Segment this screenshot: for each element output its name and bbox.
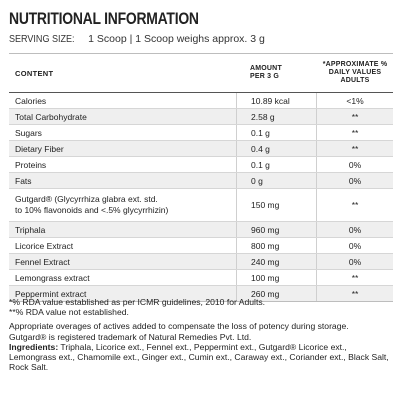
overages-note: Appropriate overages of actives added to…: [9, 321, 349, 332]
header-content: CONTENT: [15, 68, 54, 78]
row-name: Peppermint extract: [15, 288, 87, 299]
table-row-dietary-fiber: Dietary Fiber 0.4 g **: [9, 141, 393, 157]
row-rda: **: [351, 288, 359, 299]
row-rda: **: [351, 127, 359, 138]
row-rda: **: [351, 272, 359, 283]
serving-size-value: 1 Scoop | 1 Scoop weighs approx. 3 g: [88, 33, 265, 45]
row-name-line1: Gutgard® (Glycyrrhiza glabra ext. std.: [15, 194, 158, 204]
row-rda: 0%: [348, 256, 362, 267]
header-rda-line2: DAILY VALUES: [328, 69, 382, 76]
page-title: NUTRITIONAL INFORMATION: [9, 9, 199, 28]
row-rda: 0%: [348, 159, 362, 170]
row-name: Lemongrass extract: [15, 272, 90, 283]
row-name: Licorice Extract: [15, 240, 74, 251]
table-row-lemongrass-extract: Lemongrass extract 100 mg **: [9, 270, 393, 286]
ingredients-text: Triphala, Licorice ext., Fennel ext., Pe…: [9, 341, 389, 373]
row-amount: 150 mg: [236, 189, 317, 221]
row-amount: 100 mg: [236, 270, 317, 285]
table-row-proteins: Proteins 0.1 g 0%: [9, 157, 393, 173]
row-amount: 0.1 g: [236, 157, 317, 172]
row-rda: <1%: [346, 95, 364, 106]
row-amount: 800 mg: [236, 238, 317, 253]
table-row-total-carbohydrate: Total Carbohydrate 2.58 g **: [9, 109, 393, 125]
row-amount: 0 g: [236, 173, 317, 188]
row-rda: 0%: [348, 224, 362, 235]
rda-not-established-footnote: **% RDA value not established.: [9, 307, 129, 318]
row-amount: 10.89 kcal: [236, 93, 317, 108]
ingredients-label: Ingredients:: [9, 341, 59, 352]
nutrition-table: CONTENT AMOUNT PER 3 G *APPROXIMATE % DA…: [9, 53, 393, 302]
row-rda: 0%: [348, 240, 362, 251]
ingredients: Ingredients: Triphala, Licorice ext., Fe…: [9, 342, 393, 373]
serving-size: SERVING SIZE: 1 Scoop | 1 Scoop weighs a…: [9, 33, 265, 45]
row-name: Gutgard® (Glycyrrhiza glabra ext. std. t…: [9, 189, 236, 221]
header-rda-line1: *APPROXIMATE %: [322, 61, 388, 68]
row-name: Calories: [15, 95, 47, 106]
row-rda: **: [351, 200, 359, 210]
row-name: Sugars: [15, 127, 42, 138]
row-amount: 260 mg: [236, 286, 317, 301]
row-rda: **: [351, 111, 359, 122]
row-name: Total Carbohydrate: [15, 111, 87, 122]
footnotes: *% RDA value established as per ICMR gui…: [9, 297, 393, 372]
table-row-fats: Fats 0 g 0%: [9, 173, 393, 189]
row-name: Triphala: [15, 224, 46, 235]
row-amount: 240 mg: [236, 254, 317, 269]
table-row-gutgard: Gutgard® (Glycyrrhiza glabra ext. std. t…: [9, 189, 393, 222]
row-name: Fennel Extract: [15, 256, 70, 267]
table-header: CONTENT AMOUNT PER 3 G *APPROXIMATE % DA…: [9, 54, 393, 93]
header-rda: *APPROXIMATE % DAILY VALUES ADULTS: [317, 61, 393, 85]
row-amount: 960 mg: [236, 222, 317, 237]
serving-size-label: SERVING SIZE:: [9, 33, 75, 45]
row-name: Proteins: [15, 159, 47, 170]
header-amount-line1: AMOUNT: [250, 65, 282, 72]
header-amount: AMOUNT PER 3 G: [236, 65, 317, 81]
row-amount: 0.4 g: [236, 141, 317, 156]
row-rda: **: [351, 143, 359, 154]
header-rda-line3: ADULTS: [340, 77, 370, 84]
table-row-calories: Calories 10.89 kcal <1%: [9, 93, 393, 109]
row-name-line2: to 10% flavonoids and <.5% glycyrrhizin): [15, 205, 169, 215]
rda-footnote: *% RDA value established as per ICMR gui…: [9, 297, 266, 307]
table-row-sugars: Sugars 0.1 g **: [9, 125, 393, 141]
row-name: Dietary Fiber: [15, 143, 64, 154]
table-row-peppermint-extract: Peppermint extract 260 mg **: [9, 286, 393, 301]
table-row-licorice-extract: Licorice Extract 800 mg 0%: [9, 238, 393, 254]
table-row-triphala: Triphala 960 mg 0%: [9, 222, 393, 238]
row-name: Fats: [15, 175, 32, 186]
table-row-fennel-extract: Fennel Extract 240 mg 0%: [9, 254, 393, 270]
row-rda: 0%: [348, 175, 362, 186]
trademark-note: Gutgard® is registered trademark of Natu…: [9, 331, 252, 342]
row-amount: 0.1 g: [236, 125, 317, 140]
row-amount: 2.58 g: [236, 109, 317, 124]
header-amount-line2: PER 3 G: [250, 73, 280, 80]
